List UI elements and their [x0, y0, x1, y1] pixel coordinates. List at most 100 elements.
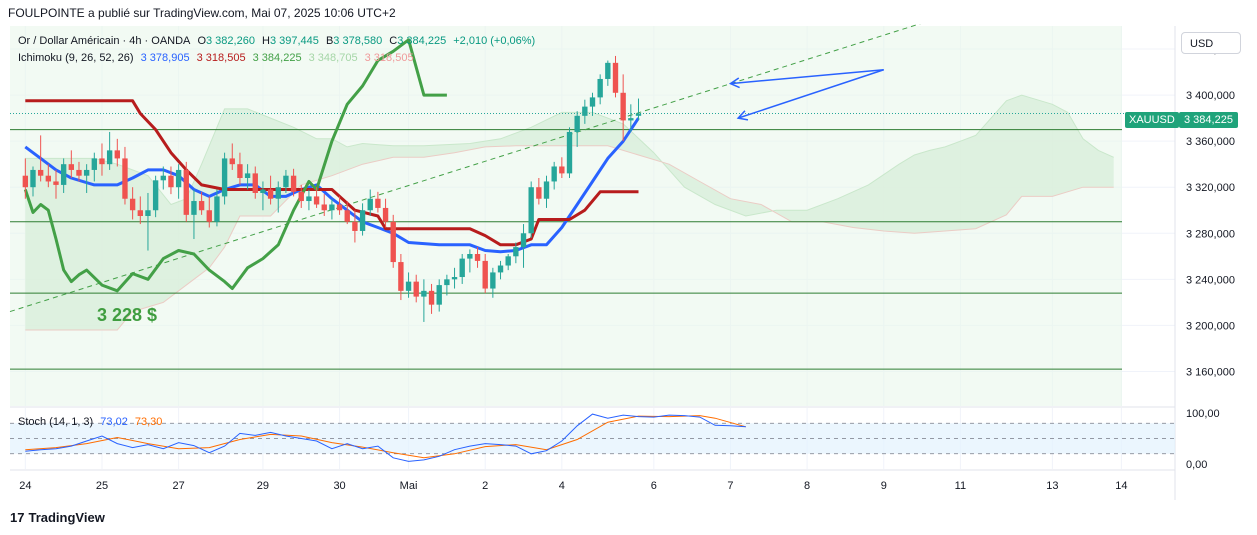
candle-body	[137, 210, 143, 216]
candle-body	[582, 106, 588, 116]
candle-body	[444, 279, 450, 286]
time-tick-label: 29	[257, 480, 269, 492]
candle-body	[221, 158, 228, 197]
candle-body	[405, 281, 412, 291]
time-tick-label: 13	[1046, 480, 1058, 492]
candle-body	[68, 164, 74, 170]
candle-body	[206, 210, 212, 222]
time-tick-label: 24	[19, 480, 31, 492]
time-tick-label: Mai	[400, 480, 418, 492]
price-tick-label: 3 320,000	[1186, 182, 1235, 194]
stoch-band-fill	[10, 423, 1175, 454]
candle-body	[37, 169, 44, 176]
ichimoku-value-span-a: 3 348,705	[308, 52, 358, 64]
candle-body	[421, 290, 427, 297]
h-label: H	[262, 35, 270, 47]
time-tick-label: 25	[96, 480, 108, 492]
candle-body	[329, 204, 335, 211]
candle-body	[574, 115, 580, 132]
candle-body	[106, 150, 113, 165]
ichimoku-lines	[23, 38, 640, 293]
candle-body	[536, 187, 542, 199]
arrow-line	[730, 69, 884, 85]
candle-body	[543, 181, 550, 199]
time-tick-label: 9	[881, 480, 887, 492]
candle-body	[114, 150, 120, 159]
candle-body	[290, 175, 297, 192]
stoch-k-line	[25, 413, 746, 462]
legend-o: O3 382,260	[197, 35, 255, 47]
arrow-line	[737, 69, 884, 119]
candle-body	[551, 166, 557, 182]
candle-body	[375, 198, 381, 208]
ichimoku-value-span-b: 3 318,505	[364, 52, 414, 64]
candle-body	[283, 175, 289, 188]
price-tick-label: 3 240,000	[1186, 274, 1235, 286]
currency-button[interactable]: USD	[1181, 32, 1241, 54]
candle-body	[635, 113, 642, 116]
candle-body	[459, 258, 465, 278]
candle-body	[336, 204, 343, 211]
candle-body	[382, 207, 389, 222]
candle-body	[175, 169, 182, 188]
candle-body	[267, 189, 274, 199]
candle-body	[191, 201, 197, 215]
price-tick-label: 3 280,000	[1186, 228, 1235, 240]
price-tick-label: 3 200,000	[1186, 320, 1235, 332]
footer-brand[interactable]: 17 TradingView	[10, 510, 105, 525]
candle-body	[298, 191, 304, 202]
legend-b: B3 378,580	[326, 35, 382, 47]
legend-c: C3 384,225	[389, 35, 446, 47]
candle-body	[628, 118, 634, 121]
kijun-line	[25, 99, 639, 247]
symbol-tag: XAUUSD	[1125, 112, 1179, 128]
candle-body	[198, 201, 205, 211]
candle-body	[237, 164, 243, 178]
candle-body	[22, 175, 29, 188]
candle-body	[229, 158, 235, 165]
candle-body	[83, 169, 90, 176]
candle-body	[367, 198, 373, 211]
candle-body	[505, 256, 511, 266]
o-label: O	[197, 35, 206, 47]
arrow-head	[736, 110, 749, 121]
candle-body	[76, 169, 82, 176]
time-tick-label: 14	[1115, 480, 1127, 492]
annotation-arrows	[728, 69, 884, 121]
stoch-tick-label: 0,00	[1186, 459, 1207, 471]
b-value: 3 378,580	[333, 35, 383, 47]
candle-body	[436, 285, 442, 305]
ichimoku-value-tenkan: 3 378,905	[140, 52, 190, 64]
legend-symbol: Or / Dollar Américain · 4h · OANDA	[18, 35, 191, 47]
candle-body	[313, 196, 320, 205]
candle-body	[513, 247, 519, 257]
tradingview-logo-icon: 17	[10, 510, 25, 525]
candle-body	[597, 78, 603, 98]
time-tick-label: 7	[727, 480, 733, 492]
ichimoku-value-kijun: 3 318,505	[196, 52, 246, 64]
publisher-line: FOULPOINTE a publié sur TradingView.com,…	[8, 6, 396, 20]
annotation-label: 3 228 $	[97, 305, 158, 325]
candle-body	[398, 262, 404, 291]
candle-body	[520, 233, 527, 248]
time-axis: 24 25 27 29 30 Mai 2 4 6 7 8 9 11 13 14	[19, 480, 1127, 492]
candle-body	[605, 62, 611, 79]
candle-body	[559, 166, 565, 174]
candles	[22, 55, 642, 322]
candle-body	[467, 254, 473, 259]
stoch-k-value: 73,02	[100, 416, 128, 428]
legend-ichimoku: Ichimoku (9, 26, 52, 26) 3 378,905 3 318…	[18, 52, 418, 64]
candle-body	[275, 187, 281, 199]
candle-body	[60, 164, 67, 185]
candle-body	[99, 158, 105, 165]
b-label: B	[325, 35, 334, 47]
candle-body	[122, 158, 128, 199]
o-value: 3 382,260	[206, 35, 255, 47]
legend-main: Or / Dollar Américain · 4h · OANDA O3 38…	[18, 35, 539, 47]
candle-body	[152, 180, 159, 211]
candle-body	[183, 169, 189, 215]
candle-body	[260, 189, 266, 193]
legend-change: +2,010 (+0,06%)	[453, 35, 536, 47]
stoch-d-value: 73,30	[134, 416, 163, 428]
background-tint	[10, 26, 1122, 406]
